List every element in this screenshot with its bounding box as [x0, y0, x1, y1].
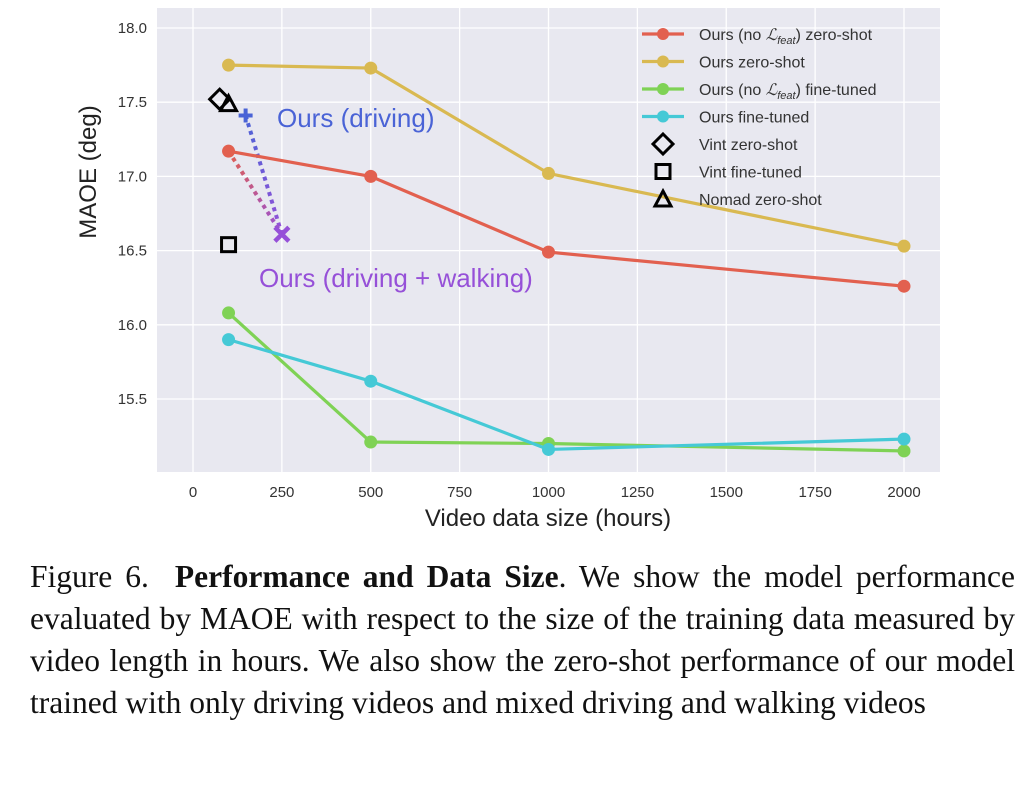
- grid: [157, 8, 940, 472]
- x-tick-label: 750: [447, 484, 472, 501]
- x-marker: [273, 225, 291, 243]
- legend-label: Ours (no ℒfeat) zero-shot: [699, 27, 873, 47]
- data-point: [542, 442, 555, 456]
- legend-label: Ours fine-tuned: [699, 110, 809, 127]
- legend-dot: [657, 110, 669, 123]
- chart: 0 250 500 750 1000 1250 1500 1750 2000 15.516.01…: [75, 8, 940, 532]
- data-point: [364, 435, 378, 449]
- caption-text: . We show the model performance evaluate…: [30, 559, 1016, 720]
- legend-square-icon: [654, 163, 672, 180]
- data-point: [222, 144, 236, 158]
- x-tick-label: 1000: [532, 484, 565, 501]
- legend-label: Ours (no ℒfeat) fine-tuned: [699, 82, 877, 102]
- legend-item: Ours zero-shot: [642, 55, 805, 72]
- data-point: [222, 306, 236, 320]
- legend-label: Ours zero-shot: [699, 55, 805, 72]
- x-tick-label: 0: [189, 484, 197, 501]
- y-axis-ticks: 15.5 16.0 16.5 17.0 17.5 18.0: [118, 20, 147, 408]
- data-point: [222, 58, 236, 72]
- data-point: [897, 444, 911, 458]
- figure-caption: Figure 6. Performance and Data Size. We …: [30, 556, 1015, 724]
- data-point: [897, 239, 911, 253]
- caption-label: Figure 6.: [30, 559, 149, 594]
- x-tick-label: 1750: [798, 484, 831, 501]
- plus-marker: [238, 108, 253, 123]
- legend-label: Nomad zero-shot: [699, 192, 822, 209]
- legend-diamond-icon: [650, 131, 676, 157]
- y-tick-label: 17.5: [118, 94, 147, 111]
- data-point: [364, 169, 378, 183]
- legend-item: Vint zero-shot: [650, 131, 798, 157]
- series-line: [228, 63, 905, 248]
- series-line: [228, 149, 905, 288]
- y-tick-label: 17.0: [118, 168, 147, 185]
- markers-group: [207, 87, 291, 254]
- data-point: [897, 279, 911, 293]
- caption-title: Performance and Data Size: [174, 559, 559, 594]
- series-line: [227, 311, 905, 453]
- series-group: [222, 58, 911, 458]
- data-point: [222, 333, 236, 347]
- y-axis-label: MAOE (deg): [75, 105, 102, 238]
- legend-label: Vint zero-shot: [699, 137, 798, 154]
- annotation-label: Ours (driving): [277, 103, 434, 133]
- data-point: [364, 61, 378, 75]
- x-tick-label: 500: [358, 484, 383, 501]
- legend-item: Ours (no ℒfeat) zero-shot: [642, 27, 873, 47]
- data-point: [897, 432, 911, 446]
- dotted-links: [226, 114, 284, 236]
- legend-dot: [657, 28, 669, 40]
- annotations: Ours (driving) Ours (driving + walking): [259, 103, 533, 293]
- x-axis-ticks: 0 250 500 750 1000 1250 1500 1750 2000: [189, 484, 921, 501]
- y-tick-label: 16.5: [118, 243, 147, 260]
- legend-item: Vint fine-tuned: [654, 163, 802, 182]
- dotted-link: [226, 150, 284, 236]
- legend-triangle-icon: [652, 187, 674, 208]
- legend-item: Nomad zero-shot: [652, 187, 822, 209]
- x-tick-label: 2000: [887, 484, 920, 501]
- x-axis-label: Video data size (hours): [425, 505, 671, 532]
- data-point: [542, 245, 555, 259]
- legend-item: Ours (no ℒfeat) fine-tuned: [642, 82, 877, 102]
- annotation-label: Ours (driving + walking): [259, 263, 533, 293]
- legend-dot: [657, 83, 669, 95]
- data-point: [542, 166, 555, 180]
- legend-dot: [657, 55, 669, 68]
- x-tick-label: 1250: [621, 484, 654, 501]
- triangle-marker: [218, 92, 240, 113]
- legend-label: Vint fine-tuned: [699, 165, 802, 182]
- y-tick-label: 18.0: [118, 20, 147, 37]
- legend: Ours (no ℒfeat) zero-shot Ours zero-shot O…: [642, 27, 877, 209]
- x-tick-label: 250: [269, 484, 294, 501]
- y-tick-label: 16.0: [118, 317, 147, 334]
- series-line: [228, 338, 905, 452]
- legend-item: Ours fine-tuned: [642, 110, 809, 127]
- data-point: [364, 374, 378, 388]
- y-tick-label: 15.5: [118, 391, 147, 408]
- square-marker: [220, 236, 238, 254]
- x-tick-label: 1500: [710, 484, 743, 501]
